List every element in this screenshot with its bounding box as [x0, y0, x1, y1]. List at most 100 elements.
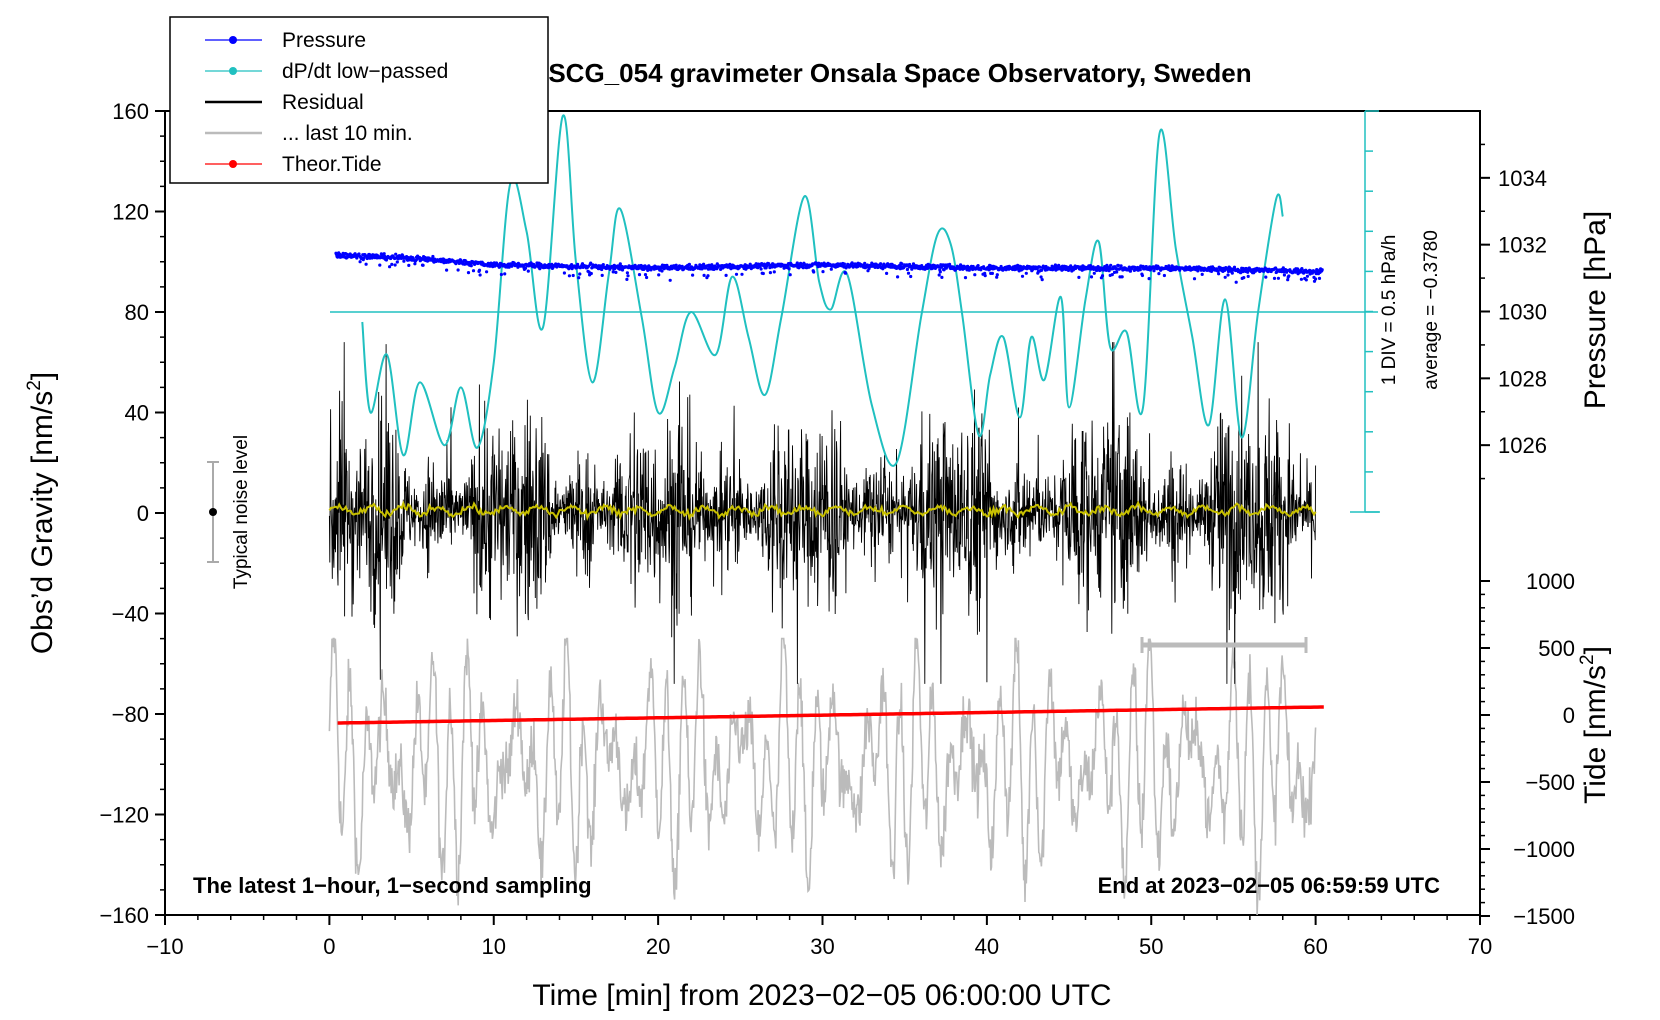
pressure-point [940, 275, 944, 279]
pressure-point [370, 256, 374, 260]
pressure-point [973, 273, 977, 277]
pressure-point [938, 270, 942, 274]
pressure-point [625, 277, 629, 281]
pressure-point [1246, 274, 1250, 278]
tide-tick-label: −1500 [1513, 904, 1575, 929]
tide-tick-label: −1000 [1513, 837, 1575, 862]
pressure-point [1299, 277, 1303, 281]
pressure-point [1230, 271, 1234, 275]
pressure-point [963, 276, 968, 280]
pressure-point [466, 271, 471, 275]
pressure-point [740, 272, 744, 276]
pressure-point [477, 268, 482, 272]
legend: Pressure dP/dt low−passed Residual ... last… [169, 16, 549, 184]
dpdt-line [361, 114, 1284, 467]
pressure-point [788, 273, 792, 277]
pressure-point [469, 264, 473, 268]
tide-tick-label: 1000 [1526, 569, 1575, 594]
pressure-point [538, 267, 542, 271]
pressure-point [687, 262, 692, 266]
pressure-point [1107, 269, 1111, 273]
pressure-point [1317, 276, 1322, 280]
legend-marker [229, 160, 237, 168]
pressure-point [407, 263, 411, 267]
pressure-series [334, 251, 1324, 284]
pressure-point [1216, 269, 1220, 273]
y-axis-ticks: −160 −120 −80 −40 0 40 80 120 160 [99, 99, 165, 928]
pressure-point [643, 273, 648, 277]
pressure-point [1152, 269, 1156, 273]
pressure-point [625, 271, 630, 275]
pressure-point [421, 263, 425, 267]
pressure-point [1232, 265, 1237, 269]
pressure-point [1120, 275, 1124, 279]
pressure-point [395, 260, 399, 264]
pressure-point [660, 269, 664, 273]
noise-level-label: Typical noise level [231, 435, 252, 589]
pressure-point [1217, 272, 1221, 276]
pressure-point [905, 267, 910, 272]
pressure-point [526, 269, 530, 273]
pressure-point [498, 265, 502, 269]
pressure-point [1162, 273, 1166, 278]
pressure-point [900, 262, 904, 266]
pressure-point [503, 272, 507, 276]
pressure-point [1272, 276, 1277, 280]
tide-tick-label: 500 [1538, 636, 1575, 661]
y-axis-label-pressure: Pressure [hPa] [1579, 211, 1612, 409]
pressure-point [570, 263, 574, 267]
x-tick-label: 0 [323, 934, 335, 959]
pressure-point [850, 261, 854, 265]
pressure-point [1069, 264, 1073, 268]
pressure-point [1040, 278, 1044, 282]
residual-series [328, 342, 1317, 684]
noise-level-bar [207, 461, 219, 563]
legend-label: Pressure [282, 29, 366, 52]
pressure-point [614, 270, 618, 274]
pressure-point [1116, 263, 1120, 268]
pressure-point [413, 262, 417, 266]
pressure-tick-label: 1032 [1498, 233, 1547, 258]
pressure-point [1320, 268, 1324, 272]
pressure-point [812, 270, 816, 274]
y-tick-label: 40 [125, 401, 149, 426]
pressure-point [885, 271, 889, 275]
pressure-point [906, 271, 911, 275]
pressure-point [1286, 278, 1290, 282]
pressure-point [976, 264, 980, 268]
x-axis-label: Time [min] from 2023−02−05 06:00:00 UTC [532, 979, 1111, 1012]
tide-axis-ticks: −1500 −1000 −500 0 500 1000 [1480, 569, 1575, 929]
pressure-point [431, 254, 435, 259]
pressure-point [600, 273, 604, 277]
tide-tick-label: 0 [1563, 703, 1575, 728]
pressure-point [382, 252, 386, 256]
pressure-point [668, 278, 672, 282]
legend-label: dP/dt low−passed [282, 60, 448, 83]
y-axis-label-tide: Tide [nm/s2] [1577, 646, 1612, 804]
tide-series [337, 705, 1324, 725]
y-tick-label: −80 [112, 702, 149, 727]
pressure-point [390, 262, 394, 266]
x-tick-label: 50 [1139, 934, 1163, 959]
pressure-point [728, 262, 732, 266]
pressure-point [1115, 270, 1119, 274]
pressure-point [1119, 264, 1123, 268]
legend-marker [229, 67, 237, 75]
pressure-point [724, 273, 728, 277]
pressure-point [1242, 276, 1246, 280]
pressure-point [909, 274, 913, 279]
pressure-point [1140, 273, 1145, 278]
x-tick-label: 60 [1303, 934, 1327, 959]
pressure-point [1304, 278, 1308, 282]
pressure-point [589, 261, 593, 265]
pressure-point [896, 275, 900, 279]
pressure-point [1200, 272, 1204, 276]
div-scale-bar [1350, 110, 1380, 513]
pressure-point [937, 265, 941, 269]
pressure-point [657, 273, 661, 277]
x-tick-label: 10 [482, 934, 506, 959]
pressure-point [601, 263, 605, 267]
pressure-point [1020, 274, 1025, 278]
pressure-point [576, 262, 580, 266]
tide-tick-label: −500 [1525, 770, 1575, 795]
